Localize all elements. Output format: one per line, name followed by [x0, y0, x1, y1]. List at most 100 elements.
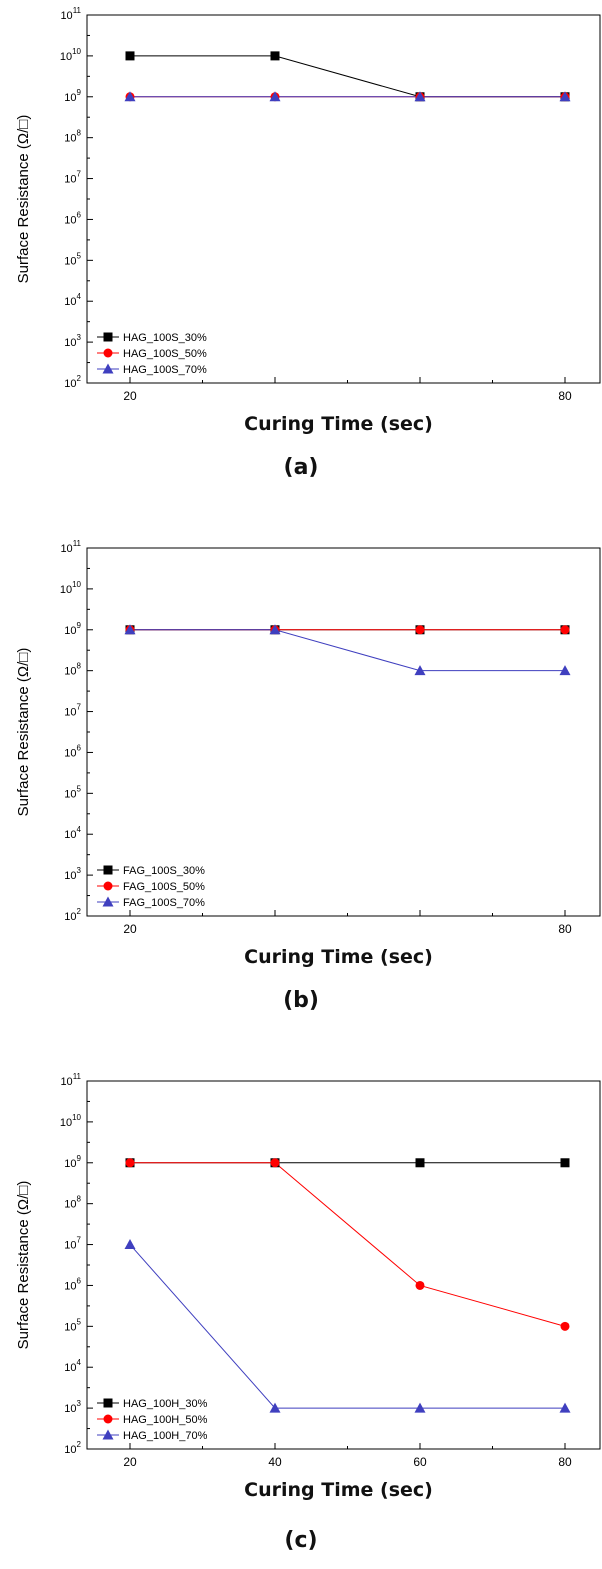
legend-label: HAG_100S_70%: [123, 364, 207, 376]
chart-panel-c: 102 103 104 105 106 107 108 109 1010 1011 20 40 60 80…: [0, 1066, 602, 1569]
y-tick-label: 109: [64, 1154, 81, 1170]
legend-label: HAG_100H_70%: [123, 1430, 208, 1442]
data-point: [124, 624, 136, 635]
y-tick-label: 105: [64, 251, 81, 267]
chart-panel-a: 102 103 104 105 106 107 108 109 1010 1011 20 80 Curi…: [0, 0, 602, 500]
data-point: [269, 1402, 281, 1413]
y-tick-label: 107: [64, 703, 81, 719]
legend-marker: [103, 881, 113, 891]
chart-c: 102 103 104 105 106 107 108 109 1010 1011 20 40 60 80…: [15, 1072, 601, 1501]
legend-marker: [103, 348, 113, 358]
y-axis-label: Surface Resistance (Ω/□): [15, 648, 32, 817]
legend-label: HAG_100H_30%: [123, 1398, 208, 1410]
plot-frame: [86, 1080, 601, 1450]
data-point: [414, 91, 426, 102]
legend-label: HAG_100S_50%: [123, 348, 207, 360]
y-tick-label: 107: [64, 1236, 81, 1252]
x-axis-label: Curing Time (sec): [244, 413, 433, 435]
y-tick-label: 107: [64, 170, 81, 186]
x-tick-label: 80: [558, 389, 572, 403]
y-tick-label: 106: [64, 210, 81, 226]
x-tick-label: 20: [123, 1455, 137, 1469]
y-tick-label: 104: [64, 825, 81, 841]
data-point: [125, 51, 135, 61]
x-tick-label: 20: [123, 389, 137, 403]
y-tick-label: 103: [64, 333, 81, 349]
data-point: [124, 1239, 136, 1250]
y-axis-label: Surface Resistance (Ω/□): [15, 1181, 32, 1350]
y-tick-label: 105: [64, 784, 81, 800]
data-point: [559, 1402, 571, 1413]
x-tick-label: 20: [123, 922, 137, 936]
y-tick-label: 108: [64, 1195, 81, 1211]
legend-marker: [102, 896, 114, 907]
data-point: [415, 1280, 425, 1290]
y-tick-label: 103: [64, 1399, 81, 1415]
series-line: [130, 55, 565, 98]
data-point: [125, 1158, 135, 1168]
x-axis-label: Curing Time (sec): [244, 946, 433, 968]
legend-marker: [103, 1414, 113, 1424]
data-point: [415, 625, 425, 635]
data-point: [415, 1158, 425, 1168]
x-tick-label: 80: [558, 922, 572, 936]
y-tick-label: 106: [64, 1276, 81, 1292]
y-tick-label: 1010: [60, 47, 82, 63]
legend-label: FAG_100S_70%: [123, 897, 205, 909]
x-tick-label: 80: [558, 1455, 572, 1469]
y-tick-label: 102: [64, 1440, 81, 1456]
panel-caption: (b): [283, 988, 319, 1013]
legend-label: FAG_100S_30%: [123, 865, 205, 877]
y-tick-label: 104: [64, 292, 81, 308]
y-tick-label: 1011: [60, 1072, 81, 1088]
y-tick-label: 105: [64, 1317, 81, 1333]
data-point: [269, 91, 281, 102]
series-line: [130, 629, 565, 672]
legend-marker: [102, 1429, 114, 1440]
y-tick-label: 109: [64, 88, 81, 104]
data-point: [270, 51, 280, 61]
panel-caption: (c): [284, 1528, 318, 1553]
data-point: [559, 91, 571, 102]
y-tick-label: 109: [64, 621, 81, 637]
chart-b: 102 103 104 105 106 107 108 109 1010 1011 20 80 Curi…: [15, 539, 601, 968]
y-tick-label: 102: [64, 907, 81, 923]
y-tick-label: 1010: [60, 580, 82, 596]
legend-marker: [103, 332, 113, 342]
y-tick-label: 104: [64, 1358, 81, 1374]
x-tick-label: 60: [413, 1455, 427, 1469]
data-point: [414, 1402, 426, 1413]
legend-label: FAG_100S_50%: [123, 881, 205, 893]
data-point: [560, 1158, 570, 1168]
legend-marker: [103, 865, 113, 875]
x-tick-label: 40: [268, 1455, 282, 1469]
data-point: [559, 665, 571, 676]
panel-caption: (a): [283, 455, 319, 480]
y-tick-label: 103: [64, 866, 81, 882]
y-tick-label: 108: [64, 662, 81, 678]
legend-marker: [102, 363, 114, 374]
plot-frame: [86, 14, 601, 384]
data-point: [560, 625, 570, 635]
legend-marker: [103, 1398, 113, 1408]
chart-a: 102 103 104 105 106 107 108 109 1010 1011 20 80 Curi…: [15, 6, 601, 435]
chart-panel-b: 102 103 104 105 106 107 108 109 1010 1011 20 80 Curi…: [0, 533, 602, 1033]
series-line: [130, 1162, 566, 1327]
y-tick-label: 1011: [60, 539, 81, 555]
data-point: [560, 1321, 570, 1331]
y-tick-label: 106: [64, 743, 81, 759]
legend-label: HAG_100S_30%: [123, 332, 207, 344]
y-tick-label: 102: [64, 374, 81, 390]
y-tick-label: 1010: [60, 1113, 82, 1129]
data-point: [414, 665, 426, 676]
data-point: [269, 624, 281, 635]
data-point: [124, 91, 136, 102]
y-axis-label: Surface Resistance (Ω/□): [15, 115, 32, 284]
data-point: [270, 1158, 280, 1168]
x-axis-label: Curing Time (sec): [244, 1479, 433, 1501]
plot-frame: [86, 547, 601, 917]
y-tick-label: 1011: [60, 6, 81, 22]
legend-label: HAG_100H_50%: [123, 1414, 208, 1426]
y-tick-label: 108: [64, 129, 81, 145]
series-line: [129, 1244, 565, 1409]
